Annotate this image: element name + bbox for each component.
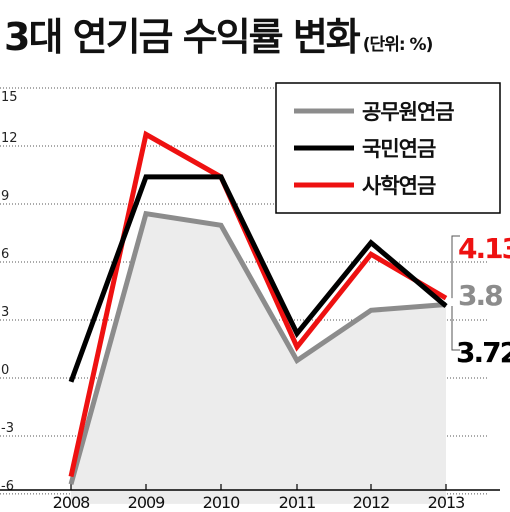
annotation-value: 4.13 (458, 232, 510, 265)
chart-title: 3대 연기금 수익률 변화 (4, 15, 361, 59)
legend-box (275, 82, 501, 214)
series-line (68, 130, 448, 478)
x-tick-label: 2008 (53, 493, 91, 512)
legend-label: 사학연금 (362, 174, 436, 198)
legend-label: 국민연금 (362, 137, 436, 161)
series-line (68, 174, 448, 383)
annotation-value: 3.8 (458, 279, 502, 312)
y-tick-label: 15 (1, 90, 18, 105)
y-tick-label: 12 (1, 131, 18, 146)
legend-label: 공무원연금 (362, 100, 454, 124)
y-tick-label: 3 (1, 305, 9, 320)
unit-label: (단위: %) (362, 35, 434, 55)
annotation-value: 3.72 (456, 336, 510, 369)
x-tick-label: 2011 (279, 493, 316, 512)
y-tick-label: -6 (1, 479, 14, 494)
y-tick-label: 0 (1, 363, 9, 378)
x-tick-label: 2010 (203, 493, 241, 512)
y-tick-label: 9 (1, 189, 9, 204)
x-tick-label: 2013 (428, 493, 465, 512)
x-tick-label: 2012 (353, 493, 390, 512)
annotation-leader (451, 306, 460, 351)
chart-title-block: 3대 연기금 수익률 변화 (단위: %) (4, 6, 434, 61)
series-line (68, 210, 447, 485)
x-tick-label: 2009 (128, 493, 166, 512)
y-tick-label: 6 (1, 247, 9, 262)
area-fill (71, 213, 446, 504)
annotation-leader (451, 235, 460, 299)
y-tick-label: -3 (1, 421, 14, 436)
